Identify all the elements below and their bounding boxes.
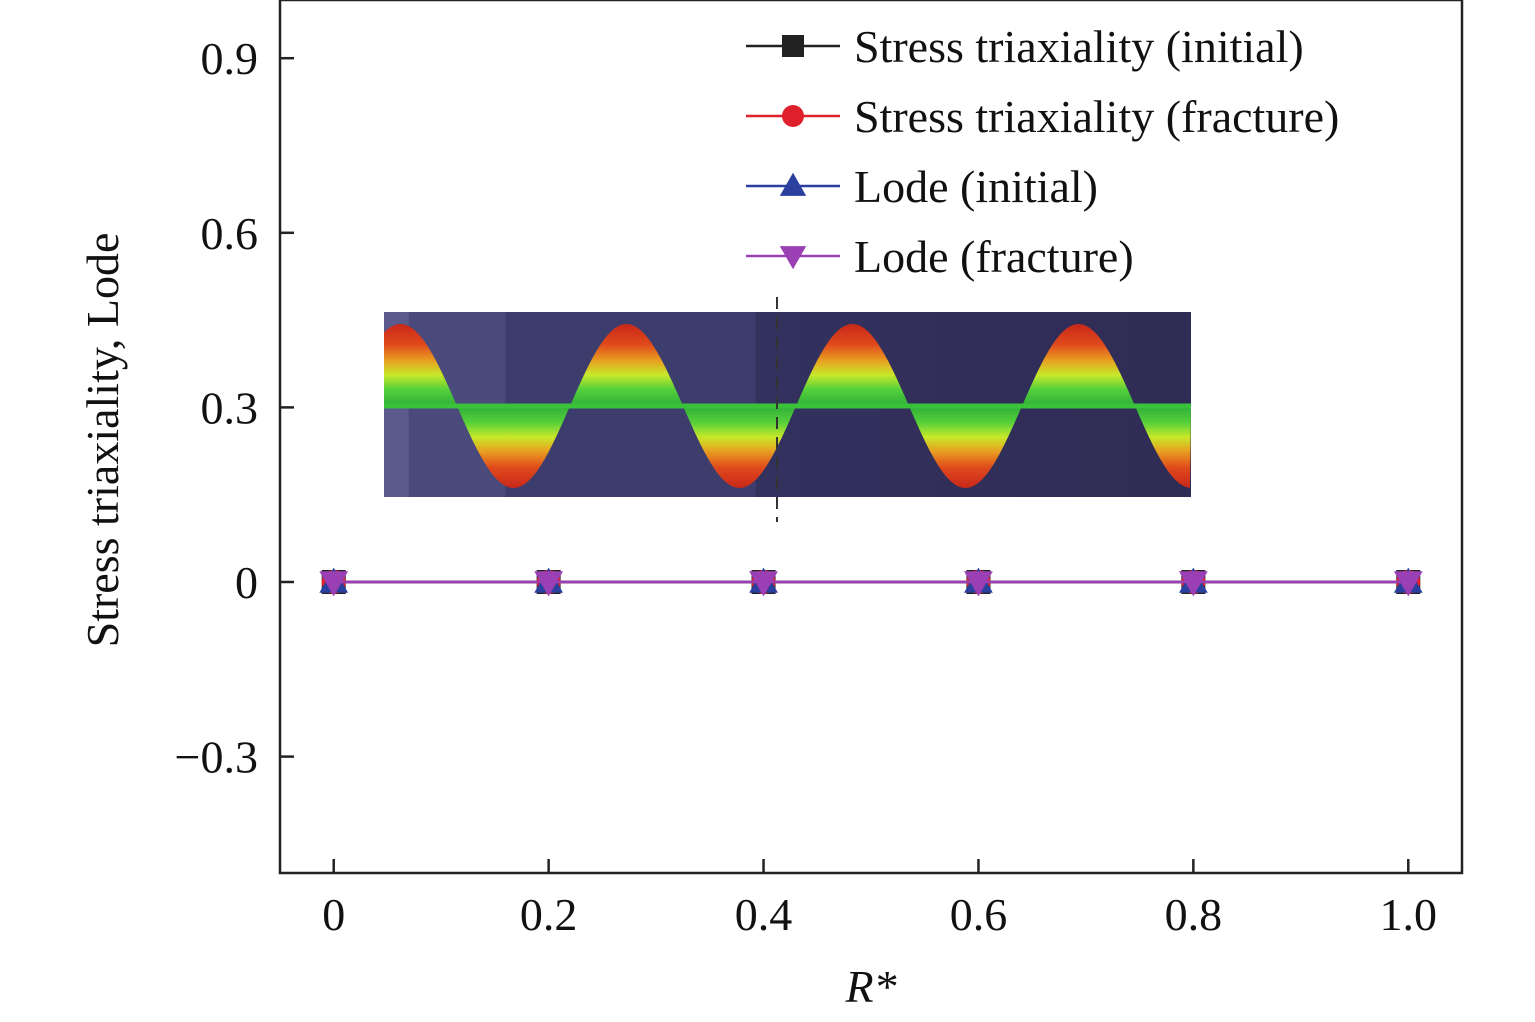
x-axis-title: R* bbox=[844, 961, 896, 1012]
legend: Stress triaxiality (initial) Stress triax… bbox=[746, 21, 1339, 282]
y-tick-label: 0.3 bbox=[201, 382, 259, 433]
data-point bbox=[1178, 571, 1208, 597]
x-tick-label: 0.4 bbox=[735, 889, 793, 940]
series-2 bbox=[319, 567, 1423, 593]
plot-frame bbox=[278, 0, 1464, 875]
y-axis-title: Stress triaxiality, Lode bbox=[77, 233, 128, 648]
y-axis: −0.3 0 0.3 0.6 0.9 bbox=[175, 33, 294, 783]
inset-wave-troughs bbox=[384, 406, 1191, 488]
legend-marker bbox=[779, 172, 807, 196]
legend-item: Stress triaxiality (fracture) bbox=[746, 91, 1339, 142]
legend-label: Stress triaxiality (initial) bbox=[854, 21, 1304, 72]
legend-item: Lode (fracture) bbox=[746, 231, 1134, 282]
x-axis: 0 0.2 0.4 0.6 0.8 1.0 bbox=[322, 859, 1437, 940]
data-point bbox=[534, 571, 564, 597]
x-tick-label: 0.2 bbox=[520, 889, 578, 940]
legend-item: Lode (initial) bbox=[746, 161, 1098, 212]
y-tick-label: 0 bbox=[235, 557, 258, 608]
y-tick-label: −0.3 bbox=[175, 732, 258, 783]
legend-marker bbox=[782, 105, 804, 127]
legend-label: Lode (initial) bbox=[854, 161, 1098, 212]
inset-wave-crests bbox=[384, 324, 1191, 406]
legend-label: Stress triaxiality (fracture) bbox=[854, 91, 1339, 142]
legend-item: Stress triaxiality (initial) bbox=[746, 21, 1304, 72]
data-point bbox=[1393, 571, 1423, 597]
x-tick-label: 0.8 bbox=[1165, 889, 1223, 940]
inset-contour-image bbox=[384, 297, 1191, 522]
x-tick-label: 1.0 bbox=[1380, 889, 1438, 940]
series-layer bbox=[319, 567, 1423, 597]
y-tick-label: 0.9 bbox=[201, 33, 259, 84]
data-point bbox=[964, 571, 993, 597]
data-point bbox=[319, 571, 349, 597]
data-point bbox=[749, 571, 778, 597]
legend-marker bbox=[782, 35, 804, 57]
x-tick-label: 0.6 bbox=[950, 889, 1008, 940]
x-tick-label: 0 bbox=[322, 889, 345, 940]
y-tick-label: 0.6 bbox=[201, 208, 259, 259]
series-3 bbox=[319, 571, 1423, 597]
legend-marker bbox=[779, 246, 807, 270]
legend-label: Lode (fracture) bbox=[854, 231, 1134, 282]
